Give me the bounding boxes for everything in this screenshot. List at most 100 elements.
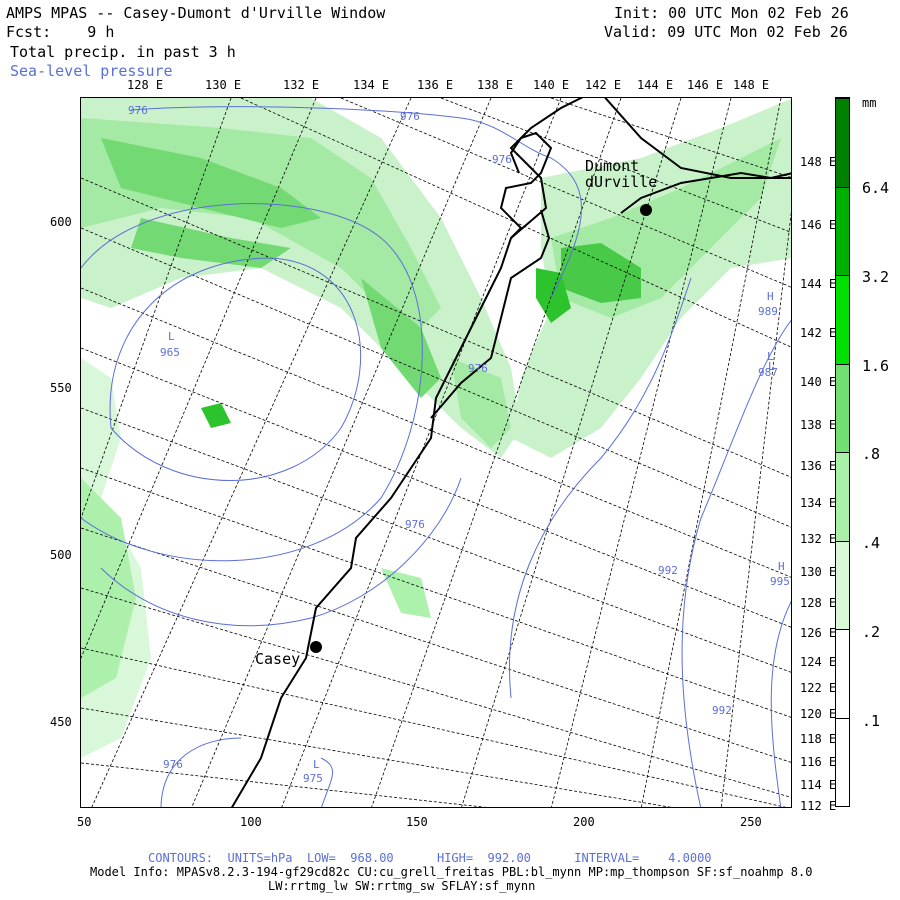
high-marker: H	[767, 290, 774, 303]
casey-marker	[310, 641, 322, 653]
right-lon-label: 134 E	[800, 496, 837, 510]
init-time: Init: 00 UTC Mon 02 Feb 26	[614, 4, 849, 22]
bottom-axis-label: 50	[77, 815, 92, 829]
right-lon-label: 138 E	[800, 418, 837, 432]
top-lon-label: 134 E	[353, 78, 390, 92]
right-lon-label: 124 E	[800, 655, 837, 669]
precip-area	[536, 268, 571, 323]
high-marker: H	[778, 560, 785, 573]
field-name: Total precip. in past 3 h	[10, 43, 236, 61]
colorbar-segment	[836, 452, 849, 541]
colorbar-label: 6.4	[862, 179, 890, 197]
left-axis-label: 550	[50, 381, 72, 395]
chart-title: AMPS MPAS -- Casey-Dumont d'Urville Wind…	[6, 4, 386, 22]
low-marker: L	[168, 330, 175, 343]
top-lon-label: 142 E	[585, 78, 622, 92]
graticule	[81, 98, 791, 807]
pressure-label: 987	[758, 366, 778, 379]
right-lon-label: 112 E	[800, 799, 837, 813]
colorbar-segment	[836, 540, 849, 629]
bottom-axis-label: 150	[406, 815, 428, 829]
precip-area	[131, 218, 291, 268]
left-axis-label: 450	[50, 715, 72, 729]
colorbar-label: 1.6	[862, 357, 890, 375]
top-lon-label: 132 E	[283, 78, 320, 92]
left-axis-label: 600	[50, 215, 72, 229]
right-lon-label: 136 E	[800, 459, 837, 473]
colorbar-segment	[836, 717, 849, 806]
pressure-label: 992	[658, 564, 678, 577]
top-lon-label: 148 E	[733, 78, 770, 92]
bottom-axis-label: 100	[240, 815, 262, 829]
colorbar-label: .4	[862, 534, 881, 552]
bottom-axis-label: 250	[740, 815, 762, 829]
pressure-label: 975	[303, 772, 323, 785]
colorbar-segment	[836, 186, 849, 275]
forecast-hour: Fcst: 9 h	[6, 23, 115, 41]
right-lon-label: 114 E	[800, 778, 837, 792]
overlay-name: Sea-level pressure	[10, 62, 173, 80]
pressure-label: 965	[160, 346, 180, 359]
low-marker: L	[767, 350, 774, 363]
colorbar-label: .1	[862, 712, 881, 730]
precip-shading	[81, 98, 791, 758]
colorbar-label: .2	[862, 623, 881, 641]
precip-area	[101, 138, 321, 228]
right-lon-label: 142 E	[800, 326, 837, 340]
precip-area	[201, 403, 231, 428]
colorbar-segment	[836, 98, 849, 187]
top-lon-label: 144 E	[637, 78, 674, 92]
right-lon-label: 148 E	[800, 155, 837, 169]
pressure-label: 992	[712, 704, 732, 717]
pressure-label: 976	[400, 110, 420, 123]
valid-time: Valid: 09 UTC Mon 02 Feb 26	[604, 23, 848, 41]
right-lon-label: 130 E	[800, 565, 837, 579]
pressure-label: 976	[405, 518, 425, 531]
right-lon-label: 146 E	[800, 218, 837, 232]
precip-area	[361, 278, 441, 398]
precip-area	[451, 358, 511, 448]
low-marker: L	[768, 360, 775, 373]
precip-area	[81, 478, 136, 698]
left-axis-label: 500	[50, 548, 72, 562]
dumont-durville-marker	[640, 204, 652, 216]
coastline	[231, 98, 791, 807]
top-lon-label: 140 E	[533, 78, 570, 92]
colorbar-segment	[836, 629, 849, 718]
pressure-contours	[81, 106, 791, 807]
colorbar-label: 3.2	[862, 268, 890, 286]
right-lon-label: 116 E	[800, 755, 837, 769]
right-lon-label: 140 E	[800, 375, 837, 389]
top-lon-label: 138 E	[477, 78, 514, 92]
top-lon-label: 130 E	[205, 78, 242, 92]
right-lon-label: 118 E	[800, 732, 837, 746]
right-lon-label: 128 E	[800, 596, 837, 610]
colorbar-label: .8	[862, 445, 881, 463]
pressure-label: 976	[163, 758, 183, 771]
map-panel	[80, 97, 792, 808]
pressure-label: 976	[468, 362, 488, 375]
top-lon-label: 136 E	[417, 78, 454, 92]
colorbar-unit: mm	[862, 96, 877, 110]
pressure-label: 995	[770, 575, 790, 588]
top-lon-label: 146 E	[687, 78, 724, 92]
map-canvas	[81, 98, 791, 807]
pressure-label: 989	[758, 305, 778, 318]
low-marker: L	[313, 758, 320, 771]
contour-info: CONTOURS: UNITS=hPa LOW= 968.00 HIGH= 99…	[148, 851, 712, 865]
colorbar-segment	[836, 363, 849, 452]
pressure-label: 976	[128, 104, 148, 117]
physics-info: LW:rrtmg_lw SW:rrtmg_sw SFLAY:sf_mynn	[268, 879, 536, 893]
bottom-axis-label: 200	[573, 815, 595, 829]
right-lon-label: 122 E	[800, 681, 837, 695]
right-lon-label: 126 E	[800, 626, 837, 640]
precip-colorbar	[835, 97, 850, 807]
top-lon-label: 128 E	[127, 78, 164, 92]
precip-area	[381, 568, 431, 618]
precip-area	[561, 243, 641, 303]
right-lon-label: 120 E	[800, 707, 837, 721]
right-lon-label: 144 E	[800, 277, 837, 291]
right-lon-label: 132 E	[800, 532, 837, 546]
pressure-label: 976	[492, 153, 512, 166]
casey-label: Casey	[255, 650, 301, 668]
